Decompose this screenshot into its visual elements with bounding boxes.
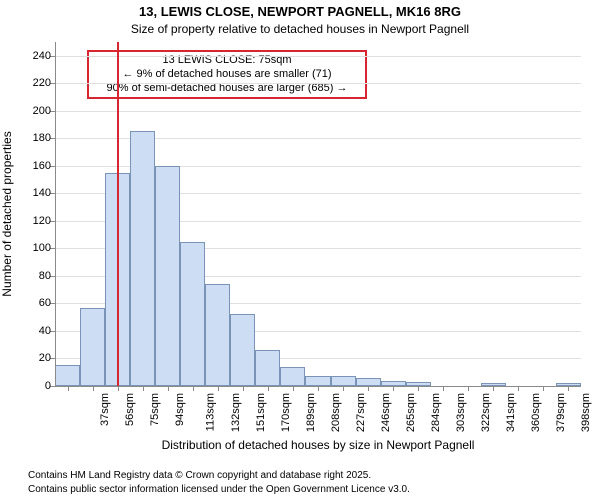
histogram-bar (230, 314, 255, 386)
histogram-bar (155, 166, 180, 386)
histogram-bar (331, 376, 356, 386)
y-tick-label: 120 (33, 215, 55, 227)
gridline (55, 111, 581, 112)
y-tick-label: 160 (33, 160, 55, 172)
page-subtitle: Size of property relative to detached ho… (0, 22, 600, 36)
y-tick-label: 60 (39, 297, 55, 309)
y-tick-label: 240 (33, 50, 55, 62)
annotation-box: 13 LEWIS CLOSE: 75sqm ← 9% of detached h… (87, 50, 367, 99)
x-tick-mark (118, 386, 119, 391)
y-tick-label: 80 (39, 270, 55, 282)
y-tick-label: 220 (33, 77, 55, 89)
x-tick-mark (568, 386, 569, 391)
x-tick-label: 56sqm (124, 393, 136, 426)
histogram-bar (205, 284, 230, 386)
page-title: 13, LEWIS CLOSE, NEWPORT PAGNELL, MK16 8… (0, 4, 600, 19)
x-tick-mark (143, 386, 144, 391)
x-tick-mark (418, 386, 419, 391)
x-tick-label: 360sqm (530, 393, 542, 432)
histogram-bar (255, 350, 280, 386)
x-tick-label: 246sqm (380, 393, 392, 432)
x-tick-label: 132sqm (230, 393, 242, 432)
y-axis-label: Number of detached properties (0, 131, 14, 296)
x-tick-label: 341sqm (505, 393, 517, 432)
x-tick-mark (543, 386, 544, 391)
histogram-bar (55, 365, 80, 386)
x-tick-label: 284sqm (430, 393, 442, 432)
gridline (55, 56, 581, 57)
x-tick-label: 322sqm (480, 393, 492, 432)
histogram-bar (280, 367, 305, 386)
x-tick-label: 170sqm (280, 393, 292, 432)
y-tick-label: 40 (39, 325, 55, 337)
histogram-bar (180, 242, 205, 386)
y-tick-label: 140 (33, 187, 55, 199)
x-tick-label: 265sqm (405, 393, 417, 432)
x-tick-mark (518, 386, 519, 391)
x-tick-mark (343, 386, 344, 391)
x-tick-mark (243, 386, 244, 391)
x-tick-label: 379sqm (556, 393, 568, 432)
x-tick-label: 398sqm (581, 393, 593, 432)
x-tick-mark (168, 386, 169, 391)
gridline (55, 83, 581, 84)
x-axis-label: Distribution of detached houses by size … (55, 438, 581, 452)
footer-line-1: Contains HM Land Registry data © Crown c… (28, 470, 371, 481)
x-tick-label: 208sqm (330, 393, 342, 432)
x-tick-label: 113sqm (204, 393, 216, 431)
y-tick-label: 180 (33, 132, 55, 144)
x-tick-label: 227sqm (355, 393, 367, 432)
histogram-bar (130, 131, 155, 386)
x-tick-mark (318, 386, 319, 391)
x-tick-label: 189sqm (305, 393, 317, 432)
x-tick-label: 75sqm (149, 393, 161, 426)
x-tick-mark (218, 386, 219, 391)
histogram-bar (356, 378, 381, 386)
histogram-bar (80, 308, 105, 386)
x-tick-mark (493, 386, 494, 391)
footer-line-2: Contains public sector information licen… (28, 484, 410, 495)
x-tick-mark (368, 386, 369, 391)
x-tick-mark (443, 386, 444, 391)
x-tick-mark (268, 386, 269, 391)
x-tick-mark (293, 386, 294, 391)
x-tick-label: 37sqm (99, 393, 111, 426)
x-tick-mark (93, 386, 94, 391)
histogram-plot: 13 LEWIS CLOSE: 75sqm ← 9% of detached h… (55, 42, 581, 386)
y-tick-label: 100 (33, 242, 55, 254)
x-tick-label: 151sqm (255, 393, 267, 432)
annotation-line-2: ← 9% of detached houses are smaller (71) (95, 68, 359, 82)
x-tick-mark (68, 386, 69, 391)
x-tick-mark (393, 386, 394, 391)
y-axis-line (55, 42, 56, 386)
highlight-marker-line (117, 42, 119, 386)
y-tick-label: 200 (33, 105, 55, 117)
y-tick-label: 0 (45, 380, 55, 392)
histogram-bar (305, 376, 330, 386)
y-tick-label: 20 (39, 352, 55, 364)
x-tick-mark (468, 386, 469, 391)
x-tick-mark (193, 386, 194, 391)
x-tick-label: 94sqm (174, 393, 186, 426)
x-tick-label: 303sqm (455, 393, 467, 432)
